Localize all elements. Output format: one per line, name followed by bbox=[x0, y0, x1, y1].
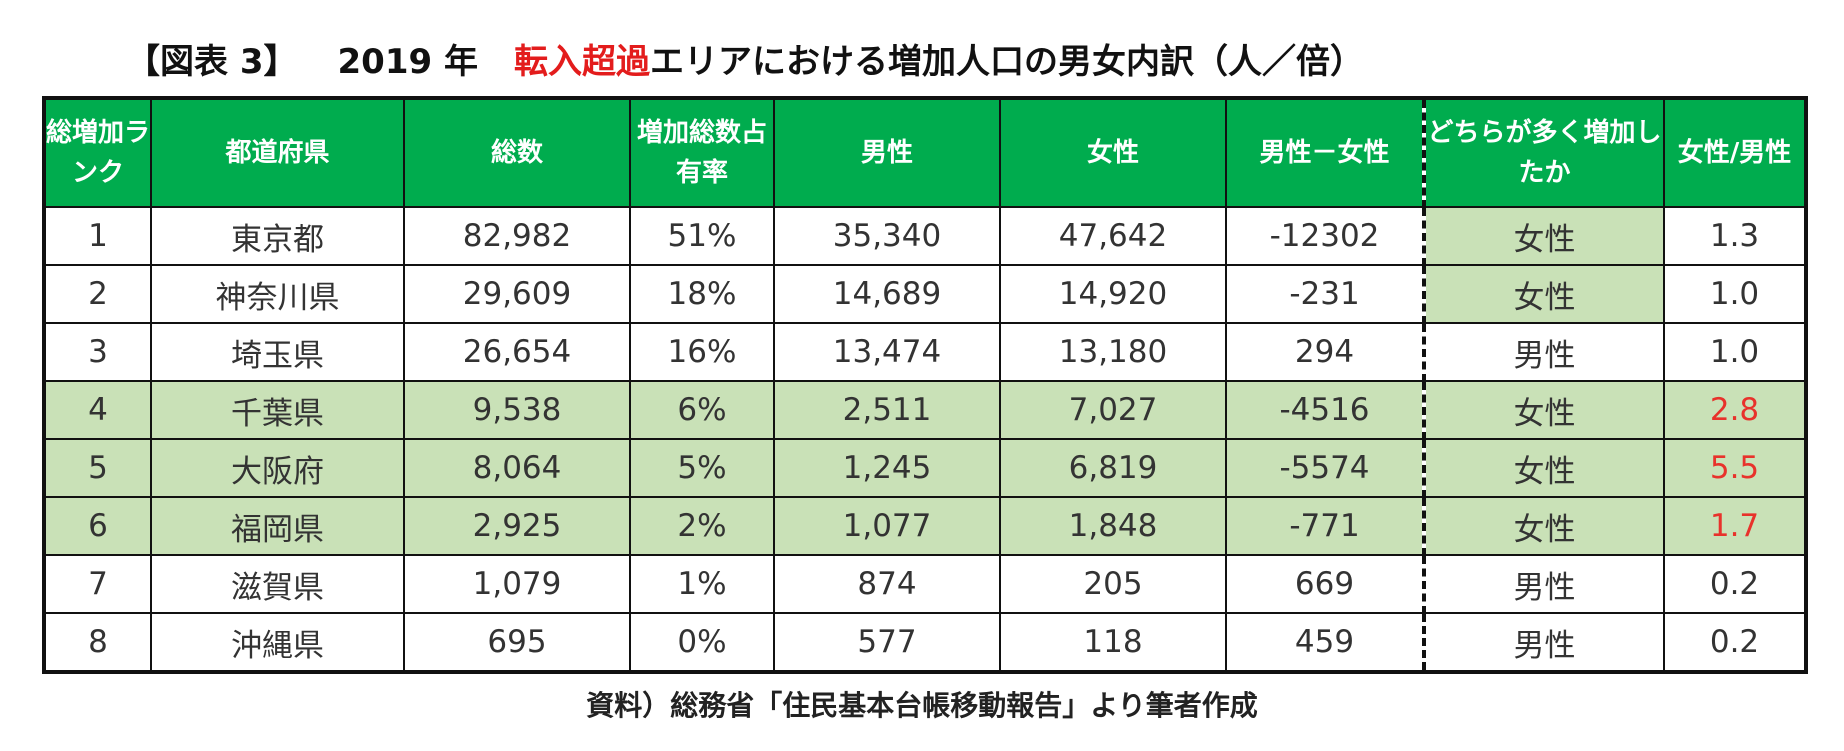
cell-male: 2,511 bbox=[773, 380, 1001, 440]
cell-rank: 7 bbox=[43, 554, 152, 614]
cell-male: 1,245 bbox=[773, 438, 1001, 498]
cell-ratio: 0.2 bbox=[1663, 612, 1807, 673]
data-table: 総増加ランク 都道府県 総数 増加総数占有率 男性 女性 男性－女性 どちらが多… bbox=[42, 96, 1808, 674]
cell-diff: -231 bbox=[1225, 264, 1426, 324]
header-share: 増加総数占有率 bbox=[629, 97, 775, 208]
cell-share: 18% bbox=[629, 264, 775, 324]
cell-share: 5% bbox=[629, 438, 775, 498]
table-row: 1 東京都 82,982 51% 35,340 47,642 -12302 女性… bbox=[43, 206, 1807, 266]
cell-rank: 8 bbox=[43, 612, 152, 673]
cell-prefecture: 福岡県 bbox=[150, 496, 405, 556]
source-note: 資料）総務省「住民基本台帳移動報告」より筆者作成 bbox=[586, 689, 1258, 722]
header-row: 総増加ランク 都道府県 総数 増加総数占有率 男性 女性 男性－女性 どちらが多… bbox=[43, 97, 1807, 208]
cell-rank: 3 bbox=[43, 322, 152, 382]
table-row: 5 大阪府 8,064 5% 1,245 6,819 -5574 女性 5.5 bbox=[43, 438, 1807, 498]
cell-share: 2% bbox=[629, 496, 775, 556]
cell-prefecture: 滋賀県 bbox=[150, 554, 405, 614]
cell-female: 7,027 bbox=[999, 380, 1227, 440]
cell-diff: -5574 bbox=[1225, 438, 1426, 498]
cell-total: 2,925 bbox=[403, 496, 631, 556]
cell-which: 女性 bbox=[1423, 380, 1665, 440]
cell-diff: 459 bbox=[1225, 612, 1426, 673]
cell-male: 13,474 bbox=[773, 322, 1001, 382]
cell-share: 0% bbox=[629, 612, 775, 673]
cell-total: 26,654 bbox=[403, 322, 631, 382]
cell-ratio: 1.0 bbox=[1663, 322, 1807, 382]
figure-title-highlight: 転入超過 bbox=[513, 42, 650, 82]
cell-ratio: 1.7 bbox=[1663, 496, 1807, 556]
cell-rank: 6 bbox=[43, 496, 152, 556]
header-diff: 男性－女性 bbox=[1225, 97, 1426, 208]
cell-female: 1,848 bbox=[999, 496, 1227, 556]
table-row: 2 神奈川県 29,609 18% 14,689 14,920 -231 女性 … bbox=[43, 264, 1807, 324]
figure-label: 【図表 3】 bbox=[126, 42, 298, 82]
cell-which: 男性 bbox=[1423, 612, 1665, 673]
cell-total: 29,609 bbox=[403, 264, 631, 324]
table-row: 4 千葉県 9,538 6% 2,511 7,027 -4516 女性 2.8 bbox=[43, 380, 1807, 440]
cell-female: 118 bbox=[999, 612, 1227, 673]
cell-total: 82,982 bbox=[403, 206, 631, 266]
cell-which: 男性 bbox=[1423, 322, 1665, 382]
header-prefecture: 都道府県 bbox=[150, 97, 405, 208]
cell-female: 13,180 bbox=[999, 322, 1227, 382]
cell-prefecture: 埼玉県 bbox=[150, 322, 405, 382]
cell-total: 1,079 bbox=[403, 554, 631, 614]
cell-which: 女性 bbox=[1423, 206, 1665, 266]
table-row: 6 福岡県 2,925 2% 1,077 1,848 -771 女性 1.7 bbox=[43, 496, 1807, 556]
cell-rank: 5 bbox=[43, 438, 152, 498]
cell-female: 205 bbox=[999, 554, 1227, 614]
header-male: 男性 bbox=[773, 97, 1001, 208]
cell-prefecture: 大阪府 bbox=[150, 438, 405, 498]
cell-diff: 669 bbox=[1225, 554, 1426, 614]
cell-diff: 294 bbox=[1225, 322, 1426, 382]
figure-year: 2019 年 bbox=[337, 42, 478, 82]
table-row: 7 滋賀県 1,079 1% 874 205 669 男性 0.2 bbox=[43, 554, 1807, 614]
cell-ratio: 5.5 bbox=[1663, 438, 1807, 498]
cell-total: 9,538 bbox=[403, 380, 631, 440]
cell-which: 女性 bbox=[1423, 496, 1665, 556]
cell-share: 6% bbox=[629, 380, 775, 440]
cell-prefecture: 千葉県 bbox=[150, 380, 405, 440]
cell-which: 女性 bbox=[1423, 264, 1665, 324]
cell-share: 1% bbox=[629, 554, 775, 614]
cell-prefecture: 神奈川県 bbox=[150, 264, 405, 324]
cell-rank: 4 bbox=[43, 380, 152, 440]
header-which: どちらが多く増加したか bbox=[1423, 97, 1665, 208]
cell-prefecture: 東京都 bbox=[150, 206, 405, 266]
cell-male: 577 bbox=[773, 612, 1001, 673]
cell-female: 6,819 bbox=[999, 438, 1227, 498]
cell-male: 874 bbox=[773, 554, 1001, 614]
cell-male: 1,077 bbox=[773, 496, 1001, 556]
cell-share: 51% bbox=[629, 206, 775, 266]
header-ratio: 女性/男性 bbox=[1663, 97, 1807, 208]
cell-share: 16% bbox=[629, 322, 775, 382]
cell-female: 14,920 bbox=[999, 264, 1227, 324]
cell-female: 47,642 bbox=[999, 206, 1227, 266]
cell-diff: -12302 bbox=[1225, 206, 1426, 266]
cell-ratio: 0.2 bbox=[1663, 554, 1807, 614]
cell-total: 8,064 bbox=[403, 438, 631, 498]
figure-title: 【図表 3】 2019 年転入超過エリアにおける増加人口の男女内訳（人／倍） bbox=[126, 34, 1364, 90]
cell-which: 女性 bbox=[1423, 438, 1665, 498]
table-row: 8 沖縄県 695 0% 577 118 459 男性 0.2 bbox=[43, 612, 1807, 673]
cell-ratio: 1.3 bbox=[1663, 206, 1807, 266]
cell-ratio: 1.0 bbox=[1663, 264, 1807, 324]
cell-total: 695 bbox=[403, 612, 631, 673]
table-row: 3 埼玉県 26,654 16% 13,474 13,180 294 男性 1.… bbox=[43, 322, 1807, 382]
cell-prefecture: 沖縄県 bbox=[150, 612, 405, 673]
cell-male: 14,689 bbox=[773, 264, 1001, 324]
header-total: 総数 bbox=[403, 97, 631, 208]
cell-which: 男性 bbox=[1423, 554, 1665, 614]
header-rank: 総増加ランク bbox=[43, 97, 152, 208]
figure-title-rest: エリアにおける増加人口の男女内訳（人／倍） bbox=[649, 42, 1364, 82]
cell-ratio: 2.8 bbox=[1663, 380, 1807, 440]
cell-rank: 1 bbox=[43, 206, 152, 266]
cell-male: 35,340 bbox=[773, 206, 1001, 266]
cell-diff: -771 bbox=[1225, 496, 1426, 556]
cell-rank: 2 bbox=[43, 264, 152, 324]
cell-diff: -4516 bbox=[1225, 380, 1426, 440]
header-female: 女性 bbox=[999, 97, 1227, 208]
